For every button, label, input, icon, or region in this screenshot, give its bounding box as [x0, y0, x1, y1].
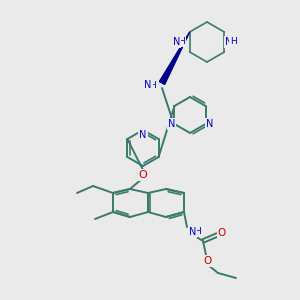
Polygon shape	[159, 32, 190, 84]
Text: O: O	[218, 228, 226, 238]
Text: N: N	[173, 37, 180, 47]
Text: N: N	[206, 119, 213, 129]
Text: N: N	[225, 37, 232, 47]
Text: H: H	[150, 80, 156, 89]
Text: N: N	[168, 119, 175, 129]
Text: O: O	[204, 256, 212, 266]
Text: H: H	[178, 38, 185, 46]
Text: H: H	[194, 227, 201, 236]
Text: O: O	[139, 170, 147, 180]
Text: H: H	[230, 38, 237, 46]
Text: N: N	[144, 80, 152, 90]
Text: N: N	[189, 227, 196, 237]
Text: N: N	[139, 130, 147, 140]
